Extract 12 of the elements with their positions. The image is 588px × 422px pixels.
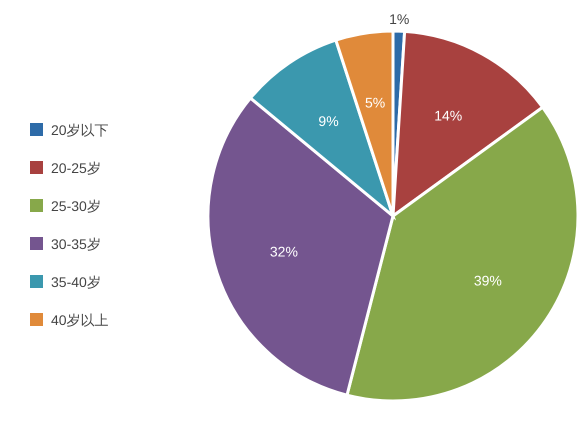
data-label: 5% xyxy=(364,94,386,111)
legend-label: 20-25岁 xyxy=(51,160,101,176)
legend-label: 40岁以上 xyxy=(51,312,109,328)
data-label: 14% xyxy=(434,107,462,124)
data-label: 39% xyxy=(474,272,502,288)
legend-label: 20岁以下 xyxy=(51,122,109,138)
data-label: 9% xyxy=(318,113,339,130)
data-label: 1% xyxy=(389,11,410,28)
data-label: 32% xyxy=(270,243,298,260)
legend-label: 35-40岁 xyxy=(51,274,101,290)
legend-label: 30-35岁 xyxy=(51,236,101,252)
legend-label: 25-30岁 xyxy=(51,198,101,214)
